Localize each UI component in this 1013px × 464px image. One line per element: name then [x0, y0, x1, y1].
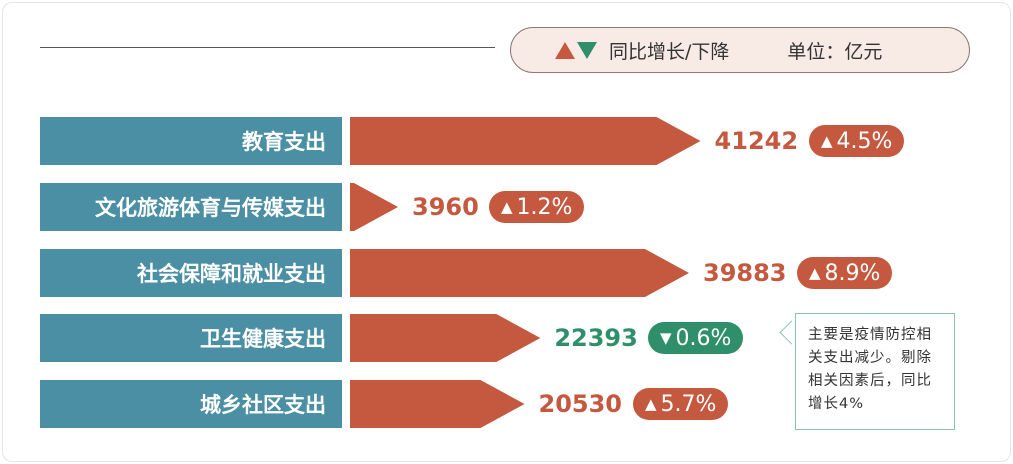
bar	[350, 249, 690, 297]
category-label: 卫生健康支出	[40, 314, 342, 362]
value-label: 20530	[538, 390, 623, 418]
down-triangle-icon	[577, 41, 597, 59]
up-triangle-icon: ▲	[809, 264, 821, 282]
header-divider	[40, 47, 495, 48]
change-label: 1.2%	[516, 194, 573, 220]
value-label: 22393	[554, 324, 638, 352]
category-label: 社会保障和就业支出	[40, 249, 342, 297]
legend: 同比增长/下降 单位：亿元	[510, 27, 970, 73]
up-triangle-icon: ▲	[501, 198, 513, 216]
change-label: 8.9%	[824, 260, 881, 286]
change-label: 0.6%	[675, 325, 732, 351]
down-triangle-icon: ▼	[660, 329, 672, 347]
value-label: 39883	[703, 259, 787, 287]
value-label: 3960	[412, 193, 479, 221]
bar	[350, 117, 701, 165]
unit-label: 单位：亿元	[787, 40, 883, 63]
up-triangle-icon	[555, 41, 575, 59]
up-triangle-icon: ▲	[645, 395, 657, 413]
legend-text: 同比增长/下降	[609, 40, 730, 63]
category-label: 文化旅游体育与传媒支出	[40, 183, 342, 231]
change-label: 4.5%	[836, 128, 893, 154]
annotation-callout: 主要是疫情防控相关支出减少。剔除相关因素后，同比增长4%	[795, 313, 955, 430]
bar	[350, 380, 525, 428]
value-label: 41242	[714, 127, 799, 155]
category-label: 城乡社区支出	[40, 380, 342, 428]
up-triangle-icon: ▲	[821, 132, 833, 150]
change-badge: ▼ 0.6%	[648, 322, 744, 354]
change-badge: ▲ 1.2%	[489, 191, 585, 223]
change-label: 5.7%	[660, 391, 717, 417]
bar	[350, 183, 398, 231]
change-badge: ▲ 4.5%	[809, 125, 905, 157]
change-badge: ▲ 5.7%	[633, 388, 729, 420]
change-badge: ▲ 8.9%	[797, 257, 893, 289]
bar	[350, 314, 541, 362]
category-label: 教育支出	[40, 117, 342, 165]
